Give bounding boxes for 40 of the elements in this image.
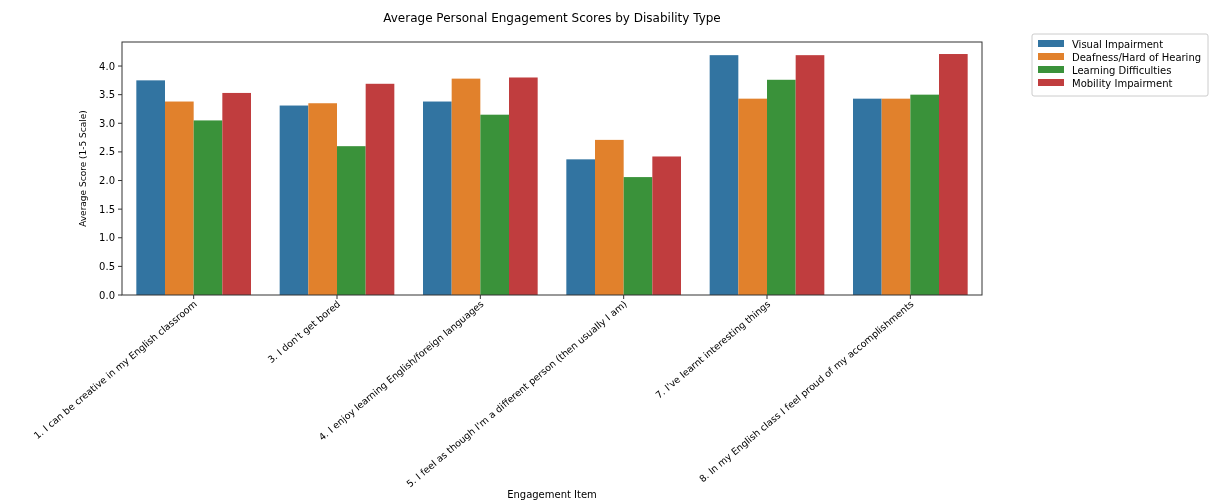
y-tick-label: 0.0 bbox=[99, 289, 115, 301]
bar bbox=[595, 139, 624, 295]
bar bbox=[193, 120, 223, 295]
bar bbox=[767, 79, 796, 295]
bar bbox=[308, 103, 337, 295]
y-tick-label: 1.0 bbox=[99, 232, 115, 244]
x-axis-title: Engagement Item bbox=[507, 489, 597, 500]
bar bbox=[165, 101, 194, 295]
y-tick-label: 3.0 bbox=[99, 117, 115, 129]
y-tick-label: 2.5 bbox=[99, 146, 115, 158]
y-tick-label: 1.5 bbox=[99, 203, 115, 215]
bar bbox=[709, 55, 739, 295]
bar bbox=[566, 159, 595, 295]
bar bbox=[480, 114, 509, 295]
legend-label: Visual Impairment bbox=[1072, 38, 1164, 50]
bar bbox=[222, 92, 251, 295]
bar bbox=[337, 146, 366, 295]
bar bbox=[279, 105, 309, 295]
bar bbox=[910, 94, 939, 295]
y-tick-label: 4.0 bbox=[99, 60, 115, 72]
bar bbox=[939, 54, 968, 295]
legend-label: Mobility Impairment bbox=[1072, 77, 1173, 89]
bar bbox=[136, 80, 165, 295]
bar bbox=[853, 98, 882, 295]
chart-title: Average Personal Engagement Scores by Disability Type bbox=[383, 11, 721, 25]
bar bbox=[509, 77, 538, 295]
bar bbox=[881, 98, 911, 295]
legend-label: Deafness/Hard of Hearing bbox=[1072, 51, 1202, 63]
y-tick-label: 2.0 bbox=[99, 175, 115, 187]
bar bbox=[423, 101, 452, 295]
bar bbox=[623, 177, 653, 295]
y-tick-label: 0.5 bbox=[99, 260, 115, 272]
bar bbox=[738, 98, 767, 295]
bar bbox=[652, 156, 681, 295]
y-tick-label: 3.5 bbox=[99, 89, 115, 101]
bar bbox=[795, 55, 825, 295]
y-axis-title: Average Score (1-5 Scale) bbox=[78, 110, 88, 227]
bar bbox=[451, 78, 481, 295]
legend-label: Learning Difficulties bbox=[1072, 64, 1172, 76]
bar bbox=[365, 83, 395, 295]
